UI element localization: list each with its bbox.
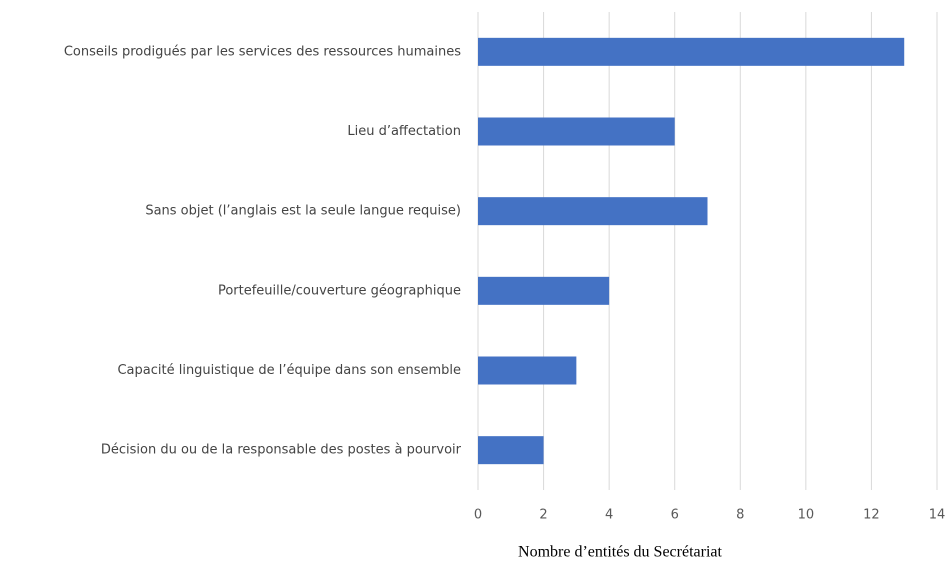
bar <box>478 117 675 146</box>
bar <box>478 37 905 66</box>
x-tick-label: 0 <box>474 508 482 523</box>
x-tick-label: 12 <box>863 508 880 523</box>
y-tick-label: Conseils prodigués par les services des … <box>64 44 461 59</box>
y-tick-label: Portefeuille/couverture géographique <box>218 283 461 298</box>
bar <box>478 436 544 465</box>
x-tick-label: 2 <box>539 508 547 523</box>
y-tick-label: Capacité linguistique de l’équipe dans s… <box>117 363 461 378</box>
x-tick-label: 10 <box>798 508 815 523</box>
x-tick-label: 14 <box>929 508 946 523</box>
bar <box>478 197 708 226</box>
y-tick-label: Lieu d’affectation <box>347 124 461 139</box>
x-tick-label: 6 <box>671 508 679 523</box>
y-tick-label: Décision du ou de la responsable des pos… <box>101 443 462 458</box>
y-tick-label: Sans objet (l’anglais est la seule langu… <box>145 204 461 219</box>
bar <box>478 356 577 385</box>
bar <box>478 276 610 305</box>
x-tick-label: 4 <box>605 508 613 523</box>
x-tick-label: 8 <box>736 508 744 523</box>
x-axis-title: Nombre d’entités du Secrétariat <box>518 544 722 561</box>
